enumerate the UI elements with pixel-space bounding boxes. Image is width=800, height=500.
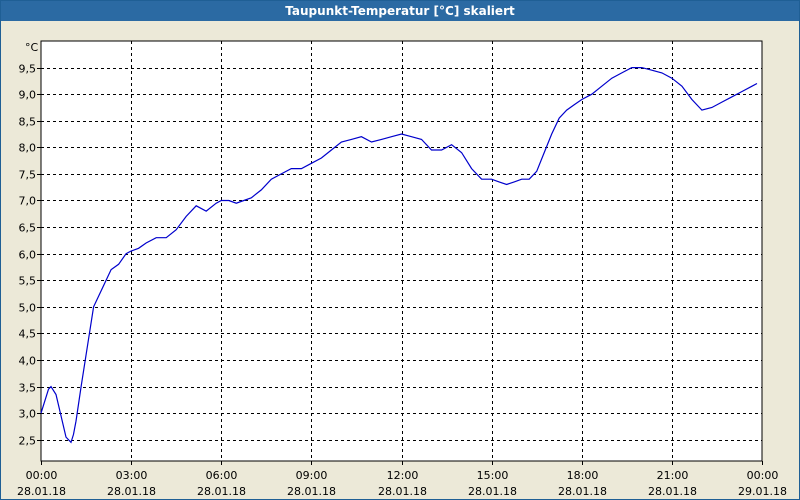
y-tick-label: 3,5 — [19, 382, 37, 395]
y-tick-label: 4,0 — [19, 355, 37, 368]
x-tick-time-label: 15:00 — [477, 469, 509, 482]
plot-area — [40, 40, 763, 462]
x-tick-date-label: 28.01.18 — [468, 485, 517, 498]
y-tick-label: 6,0 — [19, 249, 37, 262]
x-tick-date-label: 28.01.18 — [287, 485, 336, 498]
y-tick-label: 9,5 — [19, 63, 37, 76]
x-tick-date-label: 28.01.18 — [558, 485, 607, 498]
y-tick-label: 7,0 — [19, 195, 37, 208]
x-tick-date-label: 28.01.18 — [378, 485, 427, 498]
y-axis-ticks: 2,5 3,0 3,5 4,0 4,5 5,0 5,5 6,0 6,5 7,0 7,5 8,0 8,5 9… — [19, 63, 41, 448]
y-tick-label: 6,5 — [19, 222, 37, 235]
chart-title: Taupunkt-Temperatur [°C] skaliert — [1, 1, 799, 21]
y-tick-label: 9,0 — [19, 89, 37, 102]
x-tick-time-label: 03:00 — [116, 469, 148, 482]
x-tick-time-label: 21:00 — [657, 469, 689, 482]
x-axis-ticks: 00:00 28.01.18 03:00 28.01.18 06:00 28.01.18 0… — [17, 461, 787, 498]
y-tick-label: 7,5 — [19, 169, 37, 182]
y-tick-label: 8,5 — [19, 116, 37, 129]
y-tick-label: 8,0 — [19, 142, 37, 155]
x-tick-time-label: 09:00 — [296, 469, 328, 482]
y-tick-label: 2,5 — [19, 435, 37, 448]
y-tick-label: 5,5 — [19, 275, 37, 288]
x-tick-time-label: 06:00 — [206, 469, 238, 482]
x-tick-date-label: 28.01.18 — [197, 485, 246, 498]
y-tick-label: 3,0 — [19, 408, 37, 421]
x-tick-time-label: 00:00 — [26, 469, 58, 482]
y-axis-unit-label: °C — [25, 41, 39, 54]
x-tick-date-label: 28.01.18 — [648, 485, 697, 498]
chart-svg: 2,5 3,0 3,5 4,0 4,5 5,0 5,5 6,0 6,5 7,0 7,5 8,0 8,5 9… — [17, 40, 787, 498]
series-line — [40, 66, 758, 444]
x-tick-date-label: 28.01.18 — [17, 485, 66, 498]
x-tick-time-label: 00:00 — [747, 469, 779, 482]
x-tick-date-label: 29.01.18 — [738, 485, 787, 498]
grid-lines — [41, 41, 762, 461]
y-tick-label: 5,0 — [19, 302, 37, 315]
x-tick-date-label: 28.01.18 — [107, 485, 156, 498]
x-tick-time-label: 12:00 — [387, 469, 419, 482]
x-tick-time-label: 18:00 — [567, 469, 599, 482]
y-tick-label: 4,5 — [19, 328, 37, 341]
